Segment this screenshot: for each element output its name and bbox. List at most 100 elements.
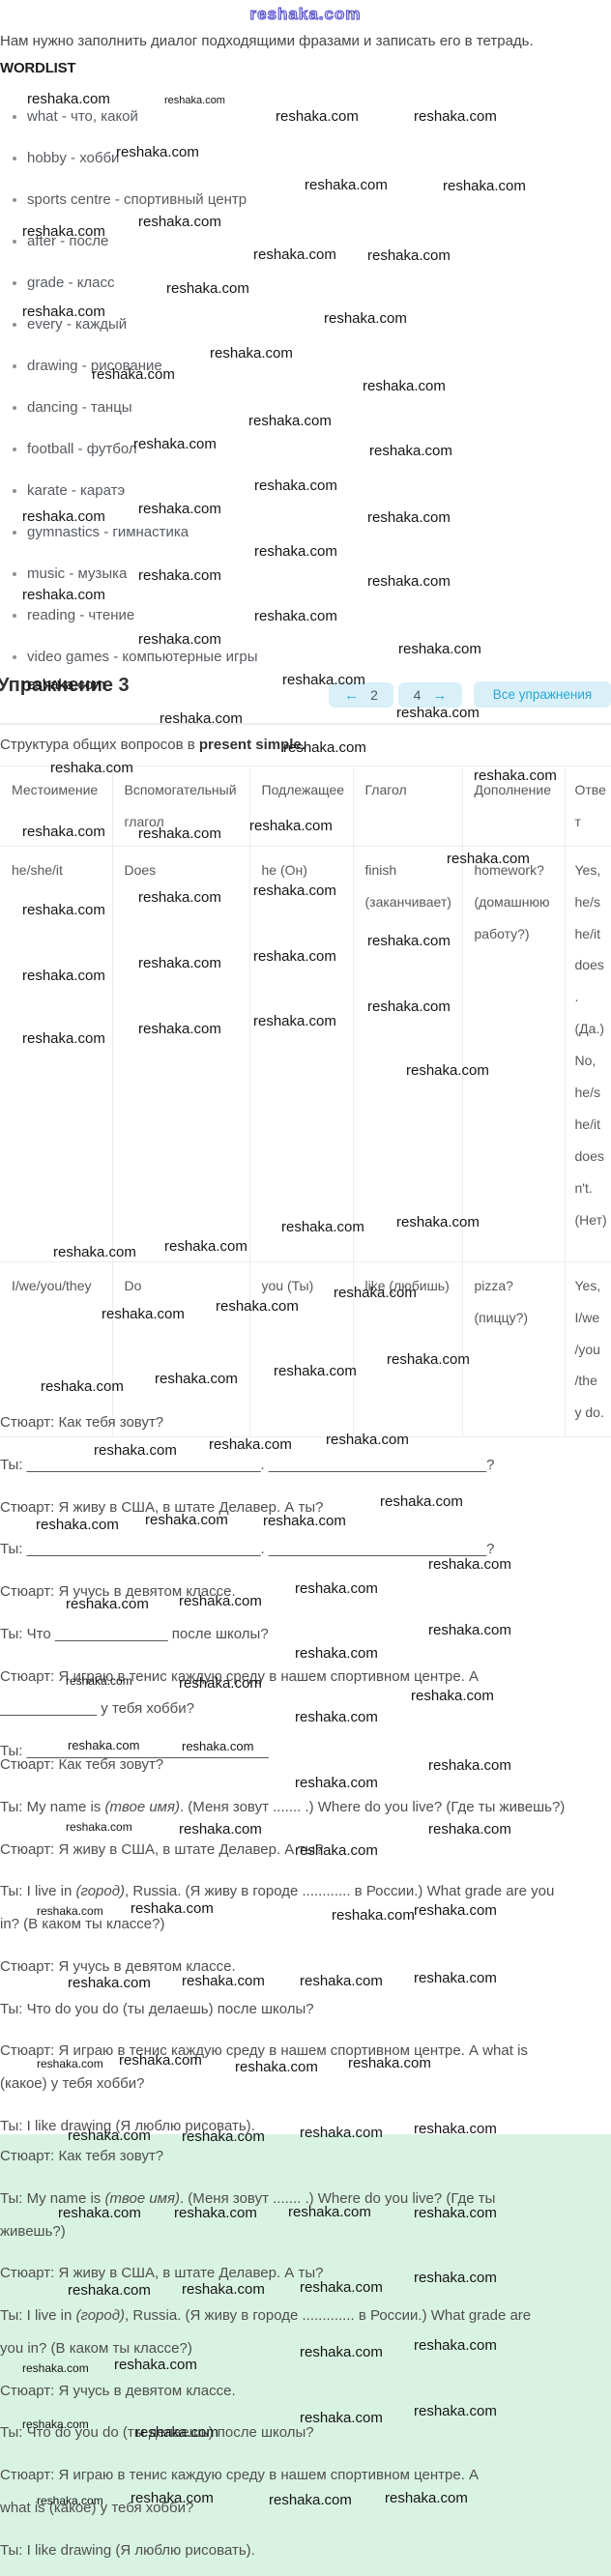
watermark: reshaka.com xyxy=(102,1306,185,1322)
watermark: reshaka.com xyxy=(135,2424,218,2441)
watermark: reshaka.com xyxy=(367,933,451,949)
watermark: reshaka.com xyxy=(182,2281,265,2298)
watermark: reshaka.com xyxy=(295,1709,378,1725)
dialog-line: Ты: I like drawing (Я люблю рисовать). xyxy=(0,2117,255,2134)
watermark: reshaka.com xyxy=(22,508,105,525)
dialog-line-segment: , Russia. (Я живу в городе .............… xyxy=(0,2307,532,2357)
watermark: reshaka.com xyxy=(22,824,105,840)
watermark: reshaka.com xyxy=(414,2205,497,2221)
watermark: reshaka.com xyxy=(367,999,451,1015)
watermark: reshaka.com xyxy=(160,710,243,727)
dialog-line: Стюарт: Как тебя зовут? xyxy=(0,2148,164,2164)
watermark: reshaka.com xyxy=(248,413,332,429)
next-exercise-button[interactable]: 4 → xyxy=(398,682,462,708)
wordlist-item: what - что, какой xyxy=(0,109,611,124)
watermark: reshaka.com xyxy=(22,677,105,693)
watermark: reshaka.com xyxy=(22,2417,89,2431)
watermark: reshaka.com xyxy=(300,1973,383,1989)
site-watermark-logo: reshaka.com xyxy=(249,5,362,24)
watermark: reshaka.com xyxy=(68,1975,151,1991)
watermark: reshaka.com xyxy=(428,1622,511,1638)
watermark: reshaka.com xyxy=(253,246,336,263)
watermark: reshaka.com xyxy=(447,851,530,867)
watermark: reshaka.com xyxy=(138,825,221,842)
watermark: reshaka.com xyxy=(37,2494,103,2507)
watermark: reshaka.com xyxy=(131,2490,214,2506)
watermark: reshaka.com xyxy=(367,509,451,526)
all-exercises-button[interactable]: Все упражнения xyxy=(474,681,611,708)
watermark: reshaka.com xyxy=(428,1556,511,1573)
wordlist-item: sports centre - спортивный центр xyxy=(0,192,611,207)
dialog-line: Стюарт: Я живу в США, в штате Делавер. А… xyxy=(0,2265,324,2282)
watermark: reshaka.com xyxy=(253,948,336,965)
table-row: he/she/it Does he (Он) finish (заканчивает)… xyxy=(0,845,611,1262)
watermark: reshaka.com xyxy=(300,2279,383,2296)
dialog-line: Ты: I live in (город), Russia. (Я живу в… xyxy=(0,1875,611,1941)
dialog-line-segment: Ты: I live in xyxy=(0,1883,76,1900)
watermark: reshaka.com xyxy=(398,641,481,657)
dialog-line: Стюарт: Я учусь в девятом классе. xyxy=(0,1583,236,1600)
prev-exercise-number: 2 xyxy=(370,687,378,703)
watermark: reshaka.com xyxy=(179,1821,262,1838)
grammar-lead-text: Структура общих вопросов в xyxy=(0,737,199,753)
watermark: reshaka.com xyxy=(276,108,359,125)
wordlist-section: WORDLIST what - что, какой hobby - хобби s… xyxy=(0,60,611,691)
section-divider xyxy=(0,723,611,725)
watermark: reshaka.com xyxy=(66,1820,132,1834)
wordlist-title: WORDLIST xyxy=(0,60,76,76)
dialog-line: Стюарт: Я живу в США, в штате Делавер. А… xyxy=(0,1498,324,1516)
watermark: reshaka.com xyxy=(263,1513,346,1529)
watermark: reshaka.com xyxy=(300,2410,383,2426)
watermark: reshaka.com xyxy=(295,1645,378,1662)
watermark: reshaka.com xyxy=(300,2344,383,2360)
watermark: reshaka.com xyxy=(155,1371,238,1387)
dialog-line: Стюарт: Я учусь в девятом классе. xyxy=(0,1957,236,1975)
watermark: reshaka.com xyxy=(50,760,133,776)
watermark: reshaka.com xyxy=(380,1493,463,1510)
watermark: reshaka.com xyxy=(164,95,225,106)
watermark: reshaka.com xyxy=(22,968,105,984)
table-cell: Yes, I/we /you /the y do. xyxy=(564,1260,611,1438)
watermark: reshaka.com xyxy=(283,739,366,756)
watermark: reshaka.com xyxy=(138,889,221,906)
watermark: reshaka.com xyxy=(254,543,337,560)
table-cell: Yes, he/s he/it does . (Да.) No, he/s he… xyxy=(564,845,611,1262)
wordlist-item: video games - компьютерные игры xyxy=(0,650,611,664)
table-cell: he (Он) xyxy=(248,845,354,1262)
watermark: reshaka.com xyxy=(385,2490,468,2506)
wordlist-item: music - музыка xyxy=(0,566,611,581)
watermark: reshaka.com xyxy=(119,2052,202,2069)
wordlist-item: gymnastics - гимнастика xyxy=(0,525,611,539)
table-cell: Does xyxy=(111,845,250,1262)
watermark: reshaka.com xyxy=(182,2128,265,2145)
dialog-task-section: Стюарт: Как тебя зовут? Ты: _____________… xyxy=(0,1406,611,1778)
dialog-line: Стюарт: Я играю в тенис каждую среду в н… xyxy=(0,2467,480,2516)
wordlist-items: what - что, какой hobby - хобби sports cen… xyxy=(0,109,611,664)
table-cell: I/we/you/they xyxy=(0,1260,113,1438)
dialog-line-segment: Ты: My name is xyxy=(0,2189,105,2207)
watermark: reshaka.com xyxy=(253,883,336,899)
watermark: reshaka.com xyxy=(295,1842,378,1859)
dialog-line: Стюарт: Как тебя зовут? xyxy=(0,1756,164,1773)
watermark: reshaka.com xyxy=(182,1739,254,1753)
table-header-cell: Дополнение xyxy=(461,766,566,847)
watermark: reshaka.com xyxy=(387,1351,470,1368)
watermark: reshaka.com xyxy=(179,1675,262,1692)
dialog-line: Стюарт: Я играю в тенис каждую среду в н… xyxy=(0,2042,528,2092)
watermark: reshaka.com xyxy=(300,2125,383,2141)
watermark: reshaka.com xyxy=(210,345,293,362)
watermark: reshaka.com xyxy=(22,2361,89,2375)
watermark: reshaka.com xyxy=(166,280,249,297)
table-cell: he/she/it xyxy=(0,845,113,1262)
dialog-line: Ты: Что do you do (ты делаешь) после шко… xyxy=(0,2424,314,2442)
watermark: reshaka.com xyxy=(367,247,451,264)
watermark: reshaka.com xyxy=(235,2059,318,2075)
prev-exercise-button[interactable]: ← 2 xyxy=(329,682,393,708)
watermark: reshaka.com xyxy=(138,567,221,584)
dialog-highlight-section: Стюарт: Как тебя зовут? Ты: My name is (т… xyxy=(0,2140,611,2566)
watermark: reshaka.com xyxy=(133,436,217,452)
dialog-line: Стюарт: Как тебя зовут? xyxy=(0,1414,164,1431)
dialog-line-segment: , Russia. (Я живу в городе ............ … xyxy=(0,1883,555,1932)
dialog-line-italic-segment: (твое имя) xyxy=(104,1798,180,1815)
